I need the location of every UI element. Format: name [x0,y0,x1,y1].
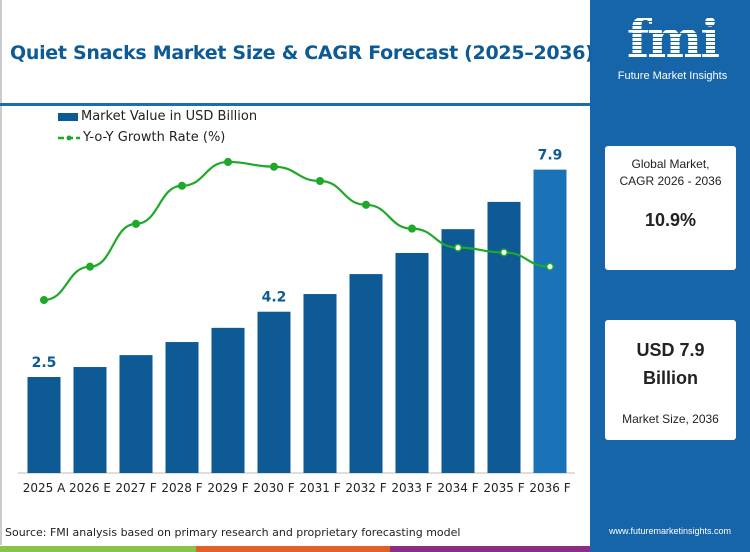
cagr-card: Global Market, CAGR 2026 - 2036 10.9% [605,146,736,270]
logo-name: Future Market Insights [617,70,728,82]
chart-panel [0,0,2,545]
growth-rate-point [407,224,417,233]
legend-line-swatch [58,135,80,140]
legend-line-label: Y-o-Y Growth Rate (%) [83,130,226,145]
data-label: 2.5 [32,355,57,371]
bar-2029-F [211,327,245,473]
market-size-value: USD 7.9 Billion [636,340,705,388]
x-tick-label: 2031 F [299,481,340,495]
footer-stripe-green [0,546,196,552]
x-tick-label: 2033 F [391,481,432,495]
x-tick-label: 2029 F [207,481,248,495]
bar-2030-F [257,311,291,473]
x-tick-label: 2026 E [69,481,111,495]
growth-rate-point [361,200,371,209]
footer-stripe-orange [196,546,390,552]
data-label: 7.9 [538,148,563,164]
website-url[interactable]: www.futuremarketinsights.com [608,526,732,536]
legend-bar-swatch [58,112,78,121]
growth-rate-point [545,262,555,271]
growth-rate-point [131,219,141,228]
fmi-logo: fmi Future Market Insights [615,10,730,83]
growth-rate-point [85,262,95,271]
bar-2033-F [395,252,429,473]
growth-rate-point [223,157,233,167]
x-tick-label: 2034 F [437,481,478,495]
x-tick-label: 2027 F [115,481,156,495]
bar-2028-F [165,342,199,473]
x-tick-label: 2030 F [253,481,294,495]
legend-item-bar: Market Value in USD Billion [58,109,257,124]
bar-2036-F [533,169,567,473]
bar-2025-A [27,377,61,473]
bar-line-chart: 2025 A 2.5 2026 E 2027 F 2028 F 2029 F 2030 F 4… [18,148,575,495]
chart-title: Quiet Snacks Market Size & CAGR Forecast… [10,42,594,64]
cagr-label: Global Market, CAGR 2026 - 2036 [619,157,722,188]
growth-rate-point [499,248,509,257]
growth-rate-point [315,176,325,186]
x-tick-label: 2036 F [529,481,570,495]
data-label: 4.2 [262,290,287,306]
footer-stripe-purple [390,546,590,552]
summary-sidebar: fmi Future Market Insights Global Market… [590,0,750,552]
growth-rate-point [453,243,463,252]
logo-mark: fmi [615,10,730,70]
x-tick-label: 2028 F [161,481,202,495]
growth-rate-point [269,162,279,171]
market-size-card: USD 7.9 Billion Market Size, 2036 [605,320,736,440]
market-size-label: Market Size, 2036 [622,412,719,426]
growth-rate-point [177,181,187,190]
source-note: Source: FMI analysis based on primary re… [5,526,461,539]
x-tick-label: 2032 F [345,481,386,495]
bar-2031-F [303,294,337,473]
title-divider [0,103,590,106]
bar-2034-F [441,229,475,473]
legend-bar-label: Market Value in USD Billion [81,109,258,124]
x-tick-label: 2035 F [483,481,524,495]
cagr-value: 10.9% [644,210,697,230]
growth-rate-point [39,295,49,305]
bar-2027-F [119,355,153,473]
legend-item-line: Y-o-Y Growth Rate (%) [58,130,225,145]
bar-2032-F [349,274,383,473]
bar-2026-E [73,367,107,473]
bar-2035-F [487,201,521,473]
x-tick-label: 2025 A [23,481,66,495]
